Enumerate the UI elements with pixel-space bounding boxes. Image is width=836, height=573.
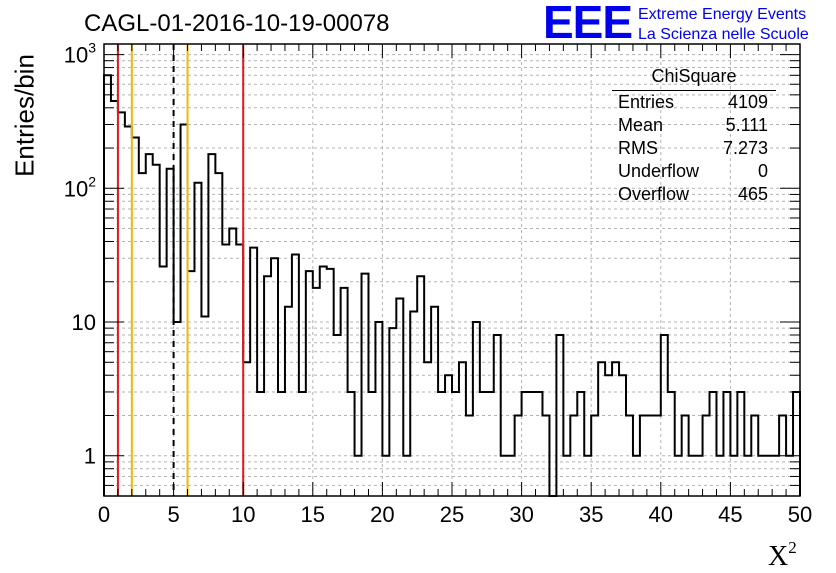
run-title: CAGL-01-2016-10-19-00078 — [84, 10, 390, 37]
y-tick-label: 1 — [84, 444, 96, 469]
y-axis-title: Entries/bin — [9, 54, 40, 177]
x-tick-label: 50 — [788, 502, 812, 527]
stats-label: RMS — [618, 138, 658, 158]
stats-row: RMS 7.273 — [610, 137, 776, 160]
x-tick-label: 45 — [718, 502, 742, 527]
logo-mark: EEE — [543, 0, 633, 48]
stats-label: Entries — [618, 92, 675, 112]
x-tick-label: 0 — [98, 502, 110, 527]
logo-line-1: Extreme Energy Events — [638, 6, 807, 23]
x-tick-label: 35 — [579, 502, 603, 527]
logo-line-2: La Scienza nelle Scuole — [638, 26, 809, 43]
y-tick-label: 102 — [64, 173, 96, 201]
stats-label: Underflow — [618, 161, 700, 181]
x-axis-title-exponent: 2 — [788, 538, 797, 557]
x-tick-label: 30 — [509, 502, 533, 527]
stats-value: 465 — [737, 184, 768, 204]
stats-value: 7.273 — [722, 138, 768, 158]
x-tick-label: 5 — [167, 502, 179, 527]
x-axis-title-base: X — [768, 541, 789, 572]
x-tick-label: 40 — [649, 502, 673, 527]
x-tick-label: 15 — [301, 502, 325, 527]
x-axis-title: X2 — [768, 538, 797, 573]
x-tick-label: 20 — [370, 502, 394, 527]
stats-row: Entries 4109 — [610, 91, 776, 114]
stats-row: Mean 5.111 — [610, 114, 776, 137]
stats-value: 5.111 — [725, 115, 768, 135]
histogram-series — [103, 74, 801, 497]
stats-row: Overflow 465 — [610, 183, 776, 206]
y-tick-label: 103 — [64, 40, 96, 68]
y-tick-label: 10 — [72, 310, 96, 335]
stats-label: Overflow — [618, 184, 690, 204]
stats-box: ChiSquare Entries 4109 Mean 5.111 RMS 7.… — [610, 66, 776, 206]
stats-row: Underflow 0 — [610, 160, 776, 183]
stats-value: 4109 — [727, 92, 768, 112]
x-tick-label: 10 — [231, 502, 255, 527]
eee-logo: EEE Extreme Energy Events La Scienza nel… — [543, 0, 833, 48]
stats-title: ChiSquare — [612, 66, 776, 91]
x-tick-label: 25 — [440, 502, 464, 527]
stats-label: Mean — [618, 115, 664, 135]
stats-value: 0 — [757, 161, 768, 181]
